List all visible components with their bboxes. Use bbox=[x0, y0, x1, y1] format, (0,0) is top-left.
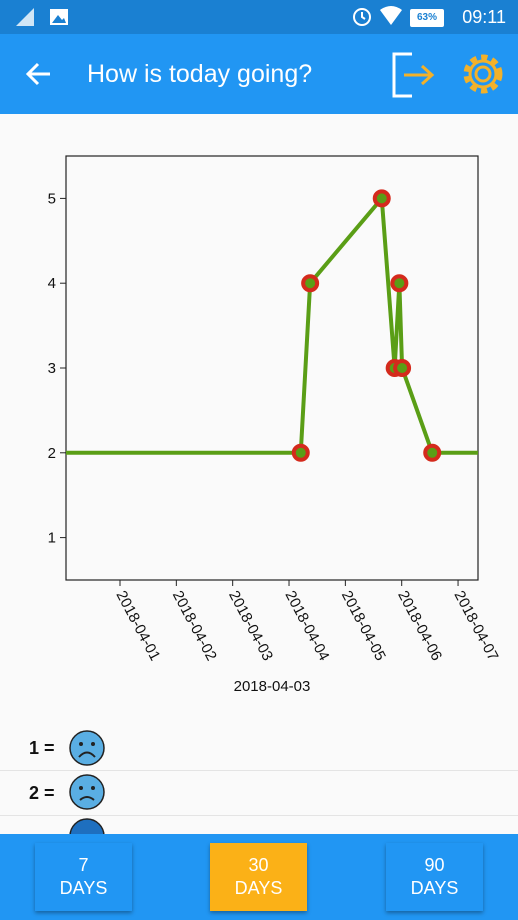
range-button[interactable]: 90 DAYS bbox=[386, 843, 483, 911]
x-tick-label: 2018-04-07 bbox=[451, 588, 502, 664]
y-tick-label: 3 bbox=[48, 360, 56, 377]
settings-button[interactable] bbox=[457, 48, 509, 100]
status-icons bbox=[353, 6, 402, 26]
plot-frame bbox=[65, 155, 479, 581]
clock: 09:11 bbox=[462, 7, 506, 27]
logout-button[interactable] bbox=[390, 50, 440, 100]
battery: 63% bbox=[410, 9, 444, 27]
legend-row: 1 = bbox=[0, 726, 518, 771]
plot-area bbox=[0, 189, 518, 462]
status-bar: 63% 09:11 bbox=[0, 0, 518, 34]
y-tick-label: 2 bbox=[48, 445, 56, 462]
legend-label: 1 = bbox=[29, 738, 55, 758]
x-tick-label: 2018-04-06 bbox=[394, 588, 445, 664]
data-point bbox=[291, 443, 310, 462]
x-axis-label: 2018-04-03 bbox=[234, 678, 311, 695]
x-tick-label: 2018-04-01 bbox=[112, 588, 163, 664]
data-point bbox=[393, 359, 412, 377]
data-line bbox=[66, 196, 478, 455]
legend-row: 2 = bbox=[0, 771, 518, 816]
y-tick-label: 4 bbox=[48, 275, 56, 292]
data-point bbox=[0, 446, 14, 460]
data-point bbox=[301, 274, 320, 293]
data-point bbox=[507, 446, 518, 460]
data-point bbox=[372, 189, 391, 208]
x-tick-label: 2018-04-02 bbox=[169, 588, 220, 664]
legend-label: 2 = bbox=[29, 783, 55, 803]
range-button[interactable]: 7 DAYS bbox=[35, 843, 132, 911]
status-icons bbox=[16, 8, 68, 26]
app-title: How is today going? bbox=[87, 60, 313, 88]
sad-face bbox=[69, 774, 105, 810]
x-tick-label: 2018-04-03 bbox=[225, 588, 276, 664]
bottom-bar: 7 DAYS 30 DAYS 90 DAYS bbox=[0, 834, 518, 920]
y-tick-label: 5 bbox=[48, 190, 56, 207]
face bbox=[69, 818, 105, 836]
x-tick-label: 2018-04-05 bbox=[338, 588, 389, 664]
x-tick-label: 2018-04-04 bbox=[281, 588, 332, 664]
range-button[interactable]: 30 DAYS bbox=[210, 843, 307, 911]
back-button[interactable] bbox=[24, 59, 54, 89]
sad-face bbox=[69, 730, 105, 766]
data-point bbox=[390, 274, 409, 293]
y-tick-label: 1 bbox=[48, 530, 56, 547]
app-bar: How is today going? bbox=[0, 34, 518, 114]
data-point bbox=[423, 443, 442, 462]
